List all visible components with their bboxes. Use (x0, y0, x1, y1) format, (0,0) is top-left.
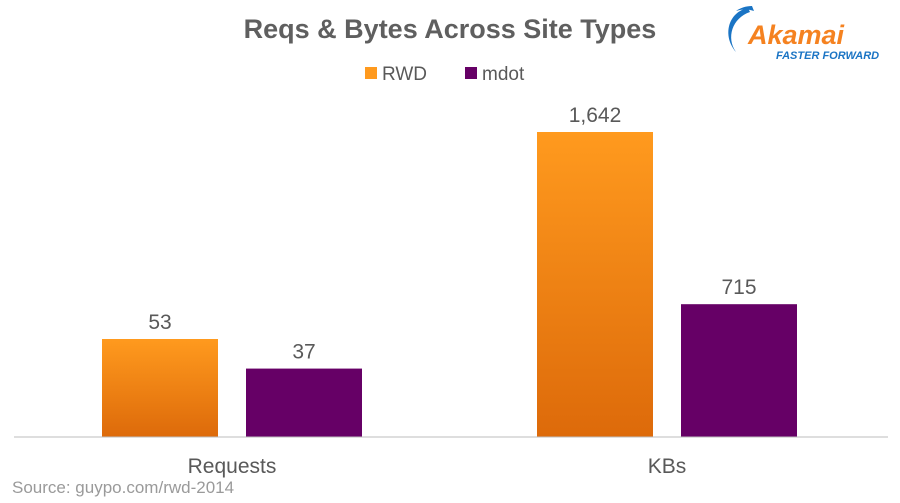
category-label-kbs: KBs (648, 455, 687, 478)
source-note: Source: guypo.com/rwd-2014 (12, 478, 235, 497)
bar-rwd-kbs (537, 132, 653, 437)
akamai-logo: Akamai FASTER FORWARD (728, 6, 879, 62)
chart-title: Reqs & Bytes Across Site Types (243, 14, 657, 44)
bars: 53 37 1,642 715 (102, 104, 797, 437)
value-label-mdot-kbs: 715 (721, 276, 756, 299)
bar-mdot-requests (246, 368, 362, 437)
category-labels: Requests KBs (188, 455, 687, 478)
value-label-rwd-requests: 53 (148, 311, 171, 334)
legend-label-rwd: RWD (382, 64, 427, 85)
legend-label-mdot: mdot (482, 64, 525, 85)
logo-name: Akamai (747, 20, 845, 50)
category-label-requests: Requests (188, 455, 277, 478)
legend-swatch-rwd (365, 67, 377, 79)
logo-tagline: FASTER FORWARD (776, 50, 879, 62)
legend-swatch-mdot (465, 67, 477, 79)
bar-mdot-kbs (681, 304, 797, 437)
bar-rwd-requests (102, 339, 218, 437)
value-label-mdot-requests: 37 (292, 341, 315, 364)
legend: RWD mdot (365, 64, 525, 85)
value-label-rwd-kbs: 1,642 (569, 104, 622, 127)
